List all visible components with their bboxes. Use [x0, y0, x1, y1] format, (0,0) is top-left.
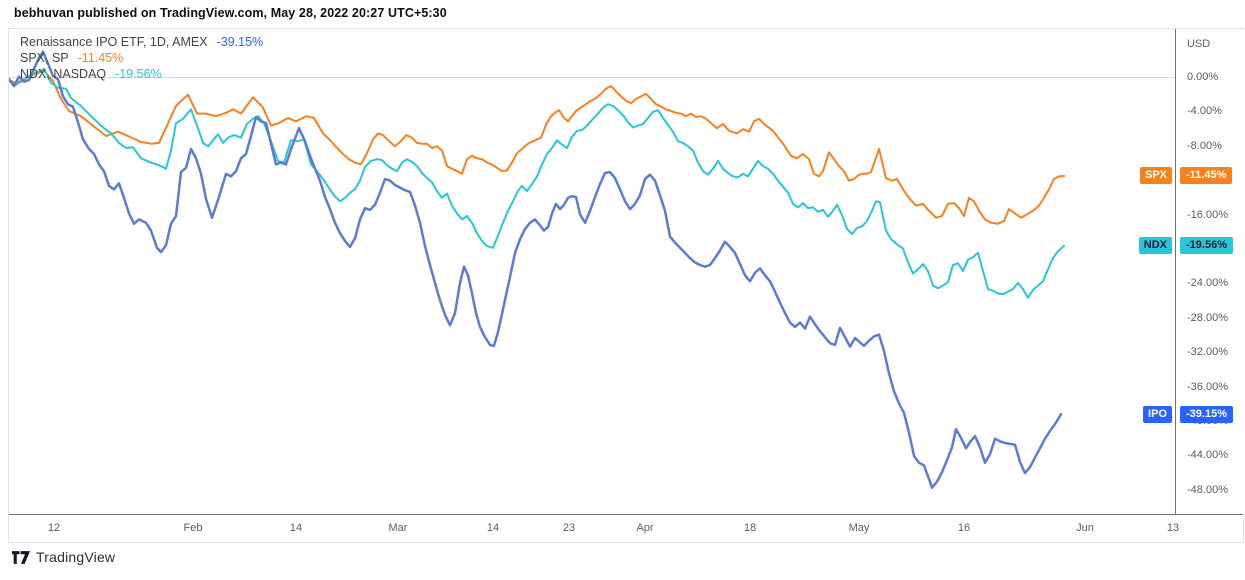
- legend-row[interactable]: SPX, SP -11.45%: [20, 50, 263, 66]
- legend-row[interactable]: NDX, NASDAQ -19.56%: [20, 66, 263, 82]
- chart-widget: Renaissance IPO ETF, 1D, AMEX -39.15% SPX…: [8, 28, 1244, 543]
- series-symbol-badge: SPX: [1139, 167, 1172, 185]
- tradingview-logo-icon: [12, 550, 30, 564]
- y-axis-tick: -36.00%: [1187, 380, 1228, 393]
- currency-label: USD: [1187, 38, 1211, 50]
- y-axis-tick: -4.00%: [1187, 105, 1222, 118]
- tradingview-attribution[interactable]: TradingView: [12, 549, 115, 565]
- chart-legend: Renaissance IPO ETF, 1D, AMEX -39.15% SPX…: [20, 34, 263, 82]
- y-axis-tick: -28.00%: [1187, 311, 1228, 324]
- time-axis[interactable]: 12 Feb 14 Mar 14 23 Apr 18 May 16 Jun 13: [9, 514, 1243, 542]
- series-symbol-badge: NDX: [1138, 237, 1172, 255]
- y-axis-tick: -48.00%: [1187, 483, 1228, 496]
- x-axis-tick: 12: [47, 522, 61, 534]
- x-axis-tick: Jun: [1076, 522, 1094, 534]
- legend-value: -39.15%: [216, 35, 264, 49]
- plot-svg[interactable]: [9, 29, 1175, 514]
- series-symbol-badge: IPO: [1143, 405, 1172, 423]
- x-axis-tick: 14: [486, 522, 500, 534]
- tradingview-wordmark: TradingView: [36, 549, 116, 565]
- price-axis[interactable]: USD 0.00% -4.00% -8.00% -16.00% -24.00% -28.0…: [1175, 29, 1244, 514]
- legend-symbol: NDX, NASDAQ: [20, 67, 107, 81]
- x-axis-tick: 23: [562, 522, 576, 534]
- series-price-badge: -39.15%: [1180, 405, 1233, 423]
- y-axis-tick: -32.00%: [1187, 346, 1228, 359]
- byline: bebhuvan published on TradingView.com, M…: [14, 6, 447, 20]
- y-axis-tick: -24.00%: [1187, 277, 1228, 290]
- legend-value: -11.45%: [77, 51, 124, 65]
- x-axis-tick: 13: [1166, 522, 1180, 534]
- legend-symbol: Renaissance IPO ETF, 1D, AMEX: [20, 35, 208, 49]
- y-axis-tick: -16.00%: [1187, 208, 1228, 221]
- legend-row[interactable]: Renaissance IPO ETF, 1D, AMEX -39.15%: [20, 34, 263, 50]
- series-price-badge: -19.56%: [1180, 237, 1233, 255]
- y-axis-tick: 0.00%: [1187, 71, 1219, 83]
- x-axis-tick: 14: [289, 522, 303, 534]
- x-axis-tick: Mar: [388, 522, 408, 534]
- x-axis-tick: 18: [743, 522, 757, 534]
- x-axis-tick: 16: [957, 522, 971, 534]
- legend-value: -19.56%: [115, 67, 162, 81]
- x-axis-tick: Feb: [183, 522, 203, 534]
- legend-symbol: SPX, SP: [20, 51, 69, 65]
- y-axis-tick: -44.00%: [1187, 449, 1228, 462]
- x-axis-tick: May: [848, 522, 870, 534]
- x-axis-tick: Apr: [636, 522, 654, 534]
- series-price-badge: -11.45%: [1180, 167, 1233, 185]
- y-axis-tick: -8.00%: [1187, 139, 1222, 152]
